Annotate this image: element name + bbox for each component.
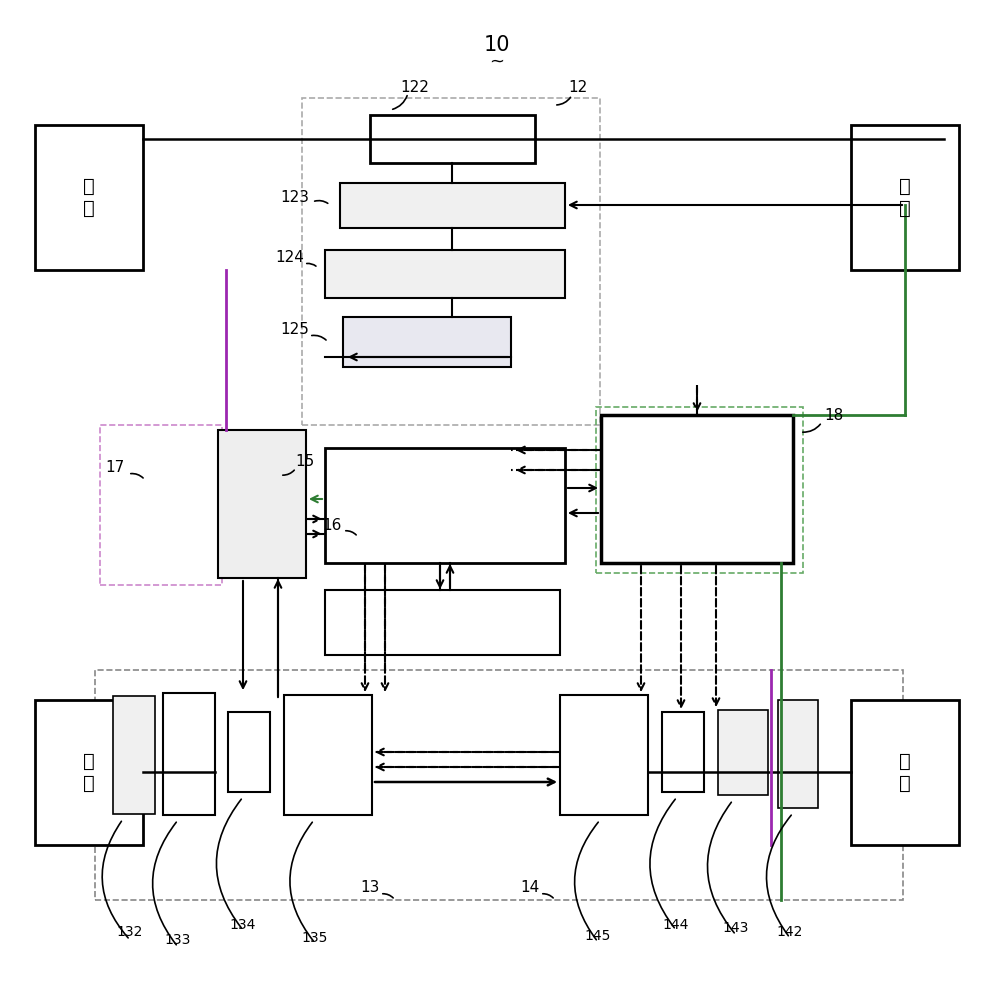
Text: 15: 15 (295, 454, 315, 470)
Bar (163, 693, 215, 815)
Bar (778, 700, 818, 808)
Bar (340, 183, 565, 228)
Text: 17: 17 (105, 460, 124, 476)
Text: 14: 14 (521, 880, 540, 896)
Bar (35, 700, 143, 845)
Bar (370, 115, 535, 163)
Text: 123: 123 (280, 190, 309, 206)
Text: 12: 12 (569, 81, 587, 96)
Bar (113, 696, 155, 814)
Bar (662, 712, 704, 792)
Text: 142: 142 (777, 925, 803, 939)
Bar (325, 590, 560, 655)
Bar (218, 430, 306, 578)
Text: 16: 16 (322, 518, 342, 532)
Bar (851, 700, 959, 845)
Bar (601, 415, 793, 563)
Bar (302, 98, 600, 425)
Text: 143: 143 (723, 921, 749, 935)
Bar (325, 448, 565, 563)
Text: 124: 124 (275, 250, 304, 265)
Text: 134: 134 (230, 918, 256, 932)
Text: 前
轮: 前 轮 (900, 176, 911, 218)
Text: 132: 132 (117, 925, 143, 939)
Bar (284, 695, 372, 815)
Text: 145: 145 (584, 929, 611, 943)
Bar (343, 317, 511, 367)
Text: 144: 144 (663, 918, 689, 932)
Text: 125: 125 (280, 322, 309, 338)
Text: 122: 122 (401, 80, 429, 95)
Text: 133: 133 (165, 933, 191, 947)
Bar (851, 125, 959, 270)
Text: 13: 13 (360, 880, 380, 896)
Bar (325, 250, 565, 298)
Text: ~: ~ (489, 53, 505, 71)
Bar (35, 125, 143, 270)
Bar (718, 710, 768, 795)
Text: 18: 18 (824, 408, 844, 422)
Text: 后
轮: 后 轮 (900, 752, 911, 792)
Bar (95, 670, 903, 900)
Bar (560, 695, 648, 815)
Text: 10: 10 (484, 35, 510, 55)
Text: 后
轮: 后 轮 (83, 752, 94, 792)
Text: 135: 135 (302, 931, 328, 945)
Text: 前
轮: 前 轮 (83, 176, 94, 218)
Bar (100, 425, 222, 585)
Bar (228, 712, 270, 792)
Bar (596, 407, 803, 573)
